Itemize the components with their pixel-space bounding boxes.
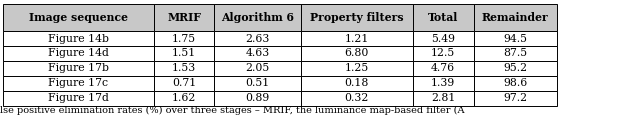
Bar <box>301 31 413 46</box>
Bar <box>413 46 474 61</box>
Text: Image sequence: Image sequence <box>29 12 128 23</box>
Bar <box>3 46 154 61</box>
Bar <box>413 76 474 91</box>
Text: 0.71: 0.71 <box>172 78 196 88</box>
Text: 0.89: 0.89 <box>246 93 269 103</box>
Bar <box>474 76 557 91</box>
Text: 1.75: 1.75 <box>172 34 196 43</box>
Bar <box>474 31 557 46</box>
Bar <box>154 61 214 76</box>
Text: 4.76: 4.76 <box>431 63 455 73</box>
Text: 97.2: 97.2 <box>503 93 527 103</box>
Bar <box>154 46 214 61</box>
Text: 2.63: 2.63 <box>245 34 270 43</box>
Bar <box>413 61 474 76</box>
Bar <box>3 4 154 31</box>
Text: 1.53: 1.53 <box>172 63 196 73</box>
Text: Algorithm 6: Algorithm 6 <box>221 12 294 23</box>
Bar <box>301 76 413 91</box>
Text: 2.81: 2.81 <box>431 93 456 103</box>
Text: 2.05: 2.05 <box>246 63 269 73</box>
Bar <box>214 4 301 31</box>
Bar <box>214 61 301 76</box>
Bar <box>413 31 474 46</box>
Bar <box>214 76 301 91</box>
Text: 87.5: 87.5 <box>503 48 527 58</box>
Text: 98.6: 98.6 <box>503 78 527 88</box>
Text: 5.49: 5.49 <box>431 34 455 43</box>
Bar <box>474 4 557 31</box>
Bar <box>154 4 214 31</box>
Bar <box>214 46 301 61</box>
Bar <box>3 91 154 106</box>
Bar <box>301 46 413 61</box>
Text: 0.18: 0.18 <box>344 78 369 88</box>
Text: 12.5: 12.5 <box>431 48 455 58</box>
Text: 1.25: 1.25 <box>345 63 369 73</box>
Text: Figure 17b: Figure 17b <box>48 63 109 73</box>
Bar <box>413 4 474 31</box>
Text: 94.5: 94.5 <box>503 34 527 43</box>
Bar <box>3 31 154 46</box>
Text: 1.39: 1.39 <box>431 78 455 88</box>
Text: Figure 14d: Figure 14d <box>48 48 109 58</box>
Text: Figure 14b: Figure 14b <box>48 34 109 43</box>
Bar <box>301 61 413 76</box>
Bar <box>474 46 557 61</box>
Text: 95.2: 95.2 <box>503 63 527 73</box>
Text: MRIF: MRIF <box>167 12 201 23</box>
Bar <box>301 4 413 31</box>
Text: 1.51: 1.51 <box>172 48 196 58</box>
Text: Total: Total <box>428 12 458 23</box>
Text: Remainder: Remainder <box>482 12 548 23</box>
Text: lse positive elimination rates (%) over three stages – MRIF, the luminance map-b: lse positive elimination rates (%) over … <box>0 106 465 115</box>
Text: 6.80: 6.80 <box>344 48 369 58</box>
Bar <box>474 91 557 106</box>
Bar <box>413 91 474 106</box>
Bar <box>3 76 154 91</box>
Bar <box>154 91 214 106</box>
Bar <box>214 91 301 106</box>
Text: 0.32: 0.32 <box>344 93 369 103</box>
Text: Figure 17c: Figure 17c <box>49 78 108 88</box>
Text: Figure 17d: Figure 17d <box>48 93 109 103</box>
Text: 1.21: 1.21 <box>344 34 369 43</box>
Bar <box>154 31 214 46</box>
Bar <box>154 76 214 91</box>
Text: Property filters: Property filters <box>310 12 404 23</box>
Bar <box>3 61 154 76</box>
Text: 0.51: 0.51 <box>246 78 269 88</box>
Bar <box>301 91 413 106</box>
Text: 1.62: 1.62 <box>172 93 196 103</box>
Text: 4.63: 4.63 <box>246 48 269 58</box>
Bar <box>474 61 557 76</box>
Bar <box>214 31 301 46</box>
